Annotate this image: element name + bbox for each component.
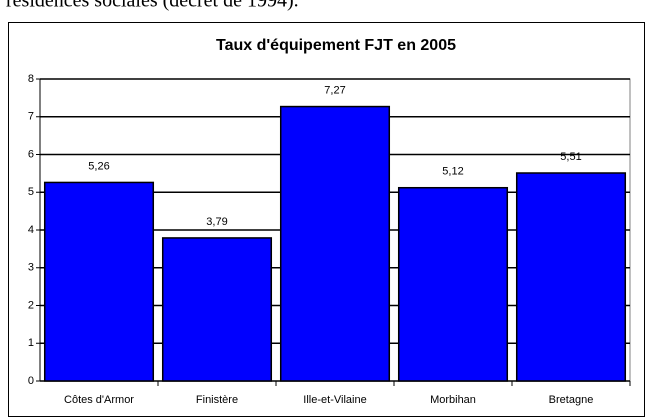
y-tick-label: 4 [28,224,34,236]
bar [43,181,155,382]
chart-title: Taux d'équipement FJT en 2005 [216,37,456,54]
y-tick-label: 3 [28,262,34,274]
y-tick-label: 2 [28,299,34,311]
y-tick-label: 6 [28,148,34,160]
x-tick-label: Bretagne [549,394,594,406]
data-label: 7,27 [324,84,345,96]
x-tick-label: Finistère [196,394,238,406]
data-label: 3,79 [206,216,227,228]
bar [279,105,391,382]
y-tick-label: 1 [28,337,34,349]
document-text: résidences sociales (décret de 1994). [6,0,299,12]
bar [515,172,627,382]
data-label: 5,51 [560,151,581,163]
x-tick-label: Côtes d'Armor [64,394,134,406]
y-tick-label: 0 [28,375,34,387]
x-tick-label: Morbihan [430,394,476,406]
y-tick-label: 5 [28,186,34,198]
x-tick-label: Ille-et-Vilaine [303,394,366,406]
data-label: 5,12 [442,166,463,178]
bar [397,186,509,382]
bar [161,237,273,382]
data-label: 5,26 [88,160,109,172]
y-tick-label: 8 [28,73,34,85]
y-tick-label: 7 [28,111,34,123]
